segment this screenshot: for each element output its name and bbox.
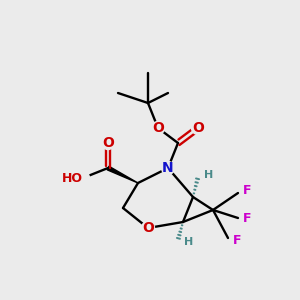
Text: H: H: [204, 170, 213, 180]
Circle shape: [76, 172, 89, 184]
Text: N: N: [162, 161, 174, 175]
Text: O: O: [142, 221, 154, 235]
Text: F: F: [243, 212, 251, 224]
Text: F: F: [233, 233, 242, 247]
Circle shape: [152, 122, 164, 134]
Text: O: O: [152, 121, 164, 135]
Circle shape: [161, 161, 175, 175]
Text: H: H: [184, 237, 193, 247]
Circle shape: [142, 221, 154, 235]
Text: O: O: [102, 136, 114, 150]
Text: HO: HO: [62, 172, 83, 184]
Circle shape: [191, 122, 205, 134]
Text: F: F: [243, 184, 251, 197]
Polygon shape: [107, 166, 138, 183]
Circle shape: [101, 136, 115, 149]
Text: O: O: [192, 121, 204, 135]
